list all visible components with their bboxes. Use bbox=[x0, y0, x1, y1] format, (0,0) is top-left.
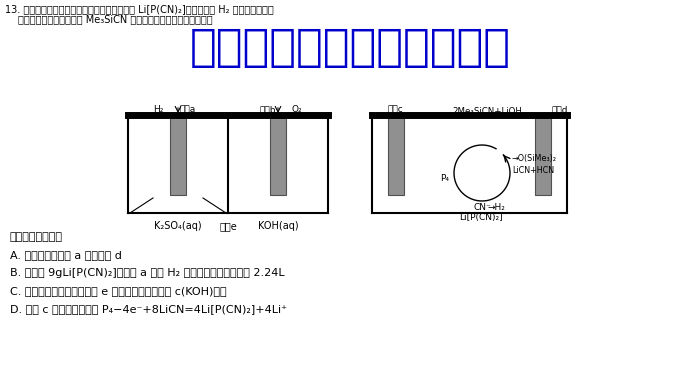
Bar bbox=[535, 117, 551, 195]
Text: 电极c: 电极c bbox=[387, 105, 402, 114]
Text: Li[P(CN)₂]: Li[P(CN)₂] bbox=[460, 213, 503, 222]
Text: 微信公众号关注：趣找答案: 微信公众号关注：趣找答案 bbox=[190, 27, 510, 69]
Text: KOH(aq): KOH(aq) bbox=[258, 221, 298, 231]
Text: 工作原理如图所示。已知 Me₃SiCN 即三甲基氰基硅烷，石墨电极。: 工作原理如图所示。已知 Me₃SiCN 即三甲基氰基硅烷，石墨电极。 bbox=[18, 14, 213, 24]
Text: H₂: H₂ bbox=[153, 105, 164, 114]
Text: 13. 利用氢氧燃料电池可实现由白磷电解法制备 Li[P(CN)₂]，并能实现 H₂ 的循环利用，其: 13. 利用氢氧燃料电池可实现由白磷电解法制备 Li[P(CN)₂]，并能实现 … bbox=[5, 4, 274, 14]
Text: 电极b: 电极b bbox=[260, 105, 276, 114]
Bar bbox=[270, 117, 286, 195]
Text: →O(SiMe₃)₂: →O(SiMe₃)₂ bbox=[512, 155, 557, 163]
Text: 电极d: 电极d bbox=[552, 105, 568, 114]
Text: O₂: O₂ bbox=[292, 105, 302, 114]
Text: P₄: P₄ bbox=[440, 174, 449, 183]
Text: B. 当生成 9gLi[P(CN)₂]时电极 a 消耗 H₂ 的体积（标准状况）为 2.24L: B. 当生成 9gLi[P(CN)₂]时电极 a 消耗 H₂ 的体积（标准状况）… bbox=[10, 268, 285, 278]
Text: C. 通电一段时间后，若隔膜 e 为阴离子交换膜，则 c(KOH)减小: C. 通电一段时间后，若隔膜 e 为阴离子交换膜，则 c(KOH)减小 bbox=[10, 286, 227, 296]
Bar bbox=[388, 117, 404, 195]
Text: 电极a: 电极a bbox=[180, 105, 196, 114]
Text: D. 电极 c 的电极方程式为 P₄−4e⁻+8LiCN=4Li[P(CN)₂]+4Li⁺: D. 电极 c 的电极方程式为 P₄−4e⁻+8LiCN=4Li[P(CN)₂]… bbox=[10, 304, 287, 314]
Bar bbox=[170, 117, 186, 195]
Text: 下列说法正确的是: 下列说法正确的是 bbox=[10, 232, 63, 242]
Text: →H₂: →H₂ bbox=[488, 203, 505, 212]
Text: 2Me₃SiCN+LiOH: 2Me₃SiCN+LiOH bbox=[452, 107, 522, 116]
Text: A. 电池工作时电极 a 连接电极 d: A. 电池工作时电极 a 连接电极 d bbox=[10, 250, 122, 260]
Text: LiCN+HCN: LiCN+HCN bbox=[512, 166, 554, 175]
Text: 隔膜e: 隔膜e bbox=[219, 221, 237, 231]
Text: K₂SO₄(aq): K₂SO₄(aq) bbox=[154, 221, 202, 231]
Text: CN⁻: CN⁻ bbox=[474, 203, 491, 212]
